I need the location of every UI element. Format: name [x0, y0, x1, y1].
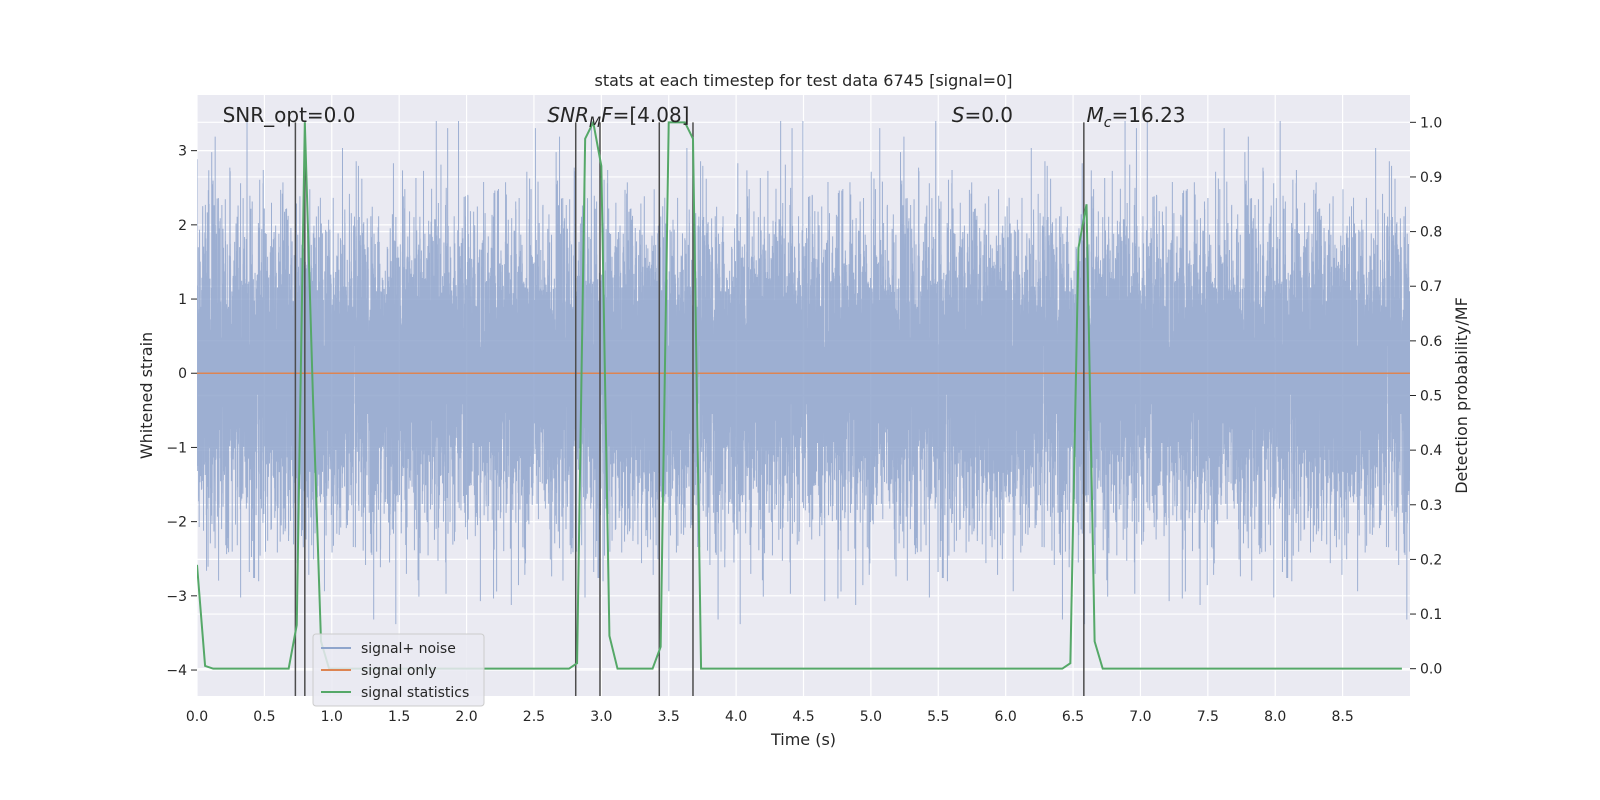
- x-tick-label: 5.0: [860, 709, 882, 725]
- y-right-axis-label: Detection probability/MF: [1452, 297, 1471, 494]
- x-axis-ticks: 0.0 0.5 1.0 1.5 2.0 2.5 3.0 3.5 4.0 4.5 5.0 5.5 6.0 6…: [186, 709, 1354, 725]
- legend-label: signal statistics: [361, 685, 469, 701]
- legend: signal+ noise signal only signal statistic…: [312, 633, 485, 707]
- y-right-tick-label: 0.6: [1420, 334, 1442, 350]
- y-left-tick-label: −1: [166, 440, 187, 456]
- x-tick-label: 1.5: [388, 709, 410, 725]
- x-tick-label: 2.5: [523, 709, 545, 725]
- annotation-snr-mf-var: SNR: [547, 103, 589, 127]
- annotation-snr-mf: SNRMF=[4.08]: [547, 103, 689, 131]
- signal-statistics-line: [197, 119, 1402, 670]
- annotation-s-var: S: [952, 103, 965, 127]
- x-tick-label: 6.0: [995, 709, 1017, 725]
- x-tick-label: 7.5: [1197, 709, 1219, 725]
- annotation-mc: Mc=16.23: [1087, 103, 1186, 131]
- y-right-tick-label: 0.2: [1420, 552, 1442, 568]
- x-tick-label: 2.0: [455, 709, 477, 725]
- x-tick-label: 3.0: [590, 709, 612, 725]
- annotation-snr-mf-value: =[4.08]: [613, 103, 690, 127]
- signal-noise-series: [197, 120, 1410, 625]
- annotation-s: S=0.0: [952, 103, 1013, 127]
- legend-box: [312, 633, 485, 707]
- x-tick-label: 6.5: [1062, 709, 1084, 725]
- legend-label: signal+ noise: [361, 641, 456, 657]
- chart-title: stats at each timestep for test data 674…: [594, 71, 1012, 90]
- annotation-mc-sub: c: [1104, 115, 1112, 131]
- x-tick-label: 4.5: [792, 709, 814, 725]
- y-right-axis-ticks: 0.0 0.1 0.2 0.3 0.4 0.5 0.6 0.7 0.8 0.9 1.0: [1410, 115, 1442, 678]
- y-right-tick-label: 0.4: [1420, 443, 1442, 459]
- x-axis-label: Time (s): [770, 730, 836, 749]
- x-tick-label: 0.5: [253, 709, 275, 725]
- y-left-tick-label: −4: [166, 663, 187, 679]
- y-left-tick-label: 1: [178, 292, 187, 308]
- annotation-snr-mf-suffix: F: [601, 103, 613, 127]
- x-tick-label: 8.0: [1264, 709, 1286, 725]
- y-right-tick-label: 0.5: [1420, 389, 1442, 405]
- y-left-tick-label: 0: [178, 366, 187, 382]
- x-tick-label: 8.5: [1331, 709, 1353, 725]
- x-tick-label: 4.0: [725, 709, 747, 725]
- signal-noise-line: [197, 120, 1410, 625]
- legend-label: signal only: [361, 663, 436, 679]
- y-right-tick-label: 0.0: [1420, 662, 1442, 678]
- y-right-tick-label: 0.9: [1420, 170, 1442, 186]
- x-tick-label: 5.5: [927, 709, 949, 725]
- x-tick-label: 3.5: [658, 709, 680, 725]
- annotation-snr-mf-sub: M: [589, 115, 601, 131]
- y-right-tick-label: 0.8: [1420, 225, 1442, 241]
- annotation-mc-var: M: [1087, 103, 1104, 127]
- signal-statistics-series: [197, 119, 1402, 670]
- x-tick-label: 1.0: [321, 709, 343, 725]
- annotation-snr-opt: SNR_opt=0.0: [223, 103, 356, 127]
- annotation-mc-value: =16.23: [1112, 103, 1186, 127]
- y-right-tick-label: 0.7: [1420, 279, 1442, 295]
- x-tick-label: 0.0: [186, 709, 208, 725]
- y-left-tick-label: −2: [166, 515, 187, 531]
- y-left-tick-label: −3: [166, 589, 187, 605]
- y-left-axis-ticks: −4 −3 −2 −1 0 1 2 3: [166, 144, 197, 679]
- annotation-s-value: =0.0: [964, 103, 1013, 127]
- y-left-axis-label: Whitened strain: [137, 332, 156, 459]
- x-tick-label: 7.0: [1129, 709, 1151, 725]
- y-right-tick-label: 1.0: [1420, 115, 1442, 131]
- y-left-tick-label: 3: [178, 144, 187, 160]
- y-left-tick-label: 2: [178, 218, 187, 234]
- y-right-tick-label: 0.1: [1420, 607, 1442, 623]
- y-right-tick-label: 0.3: [1420, 498, 1442, 514]
